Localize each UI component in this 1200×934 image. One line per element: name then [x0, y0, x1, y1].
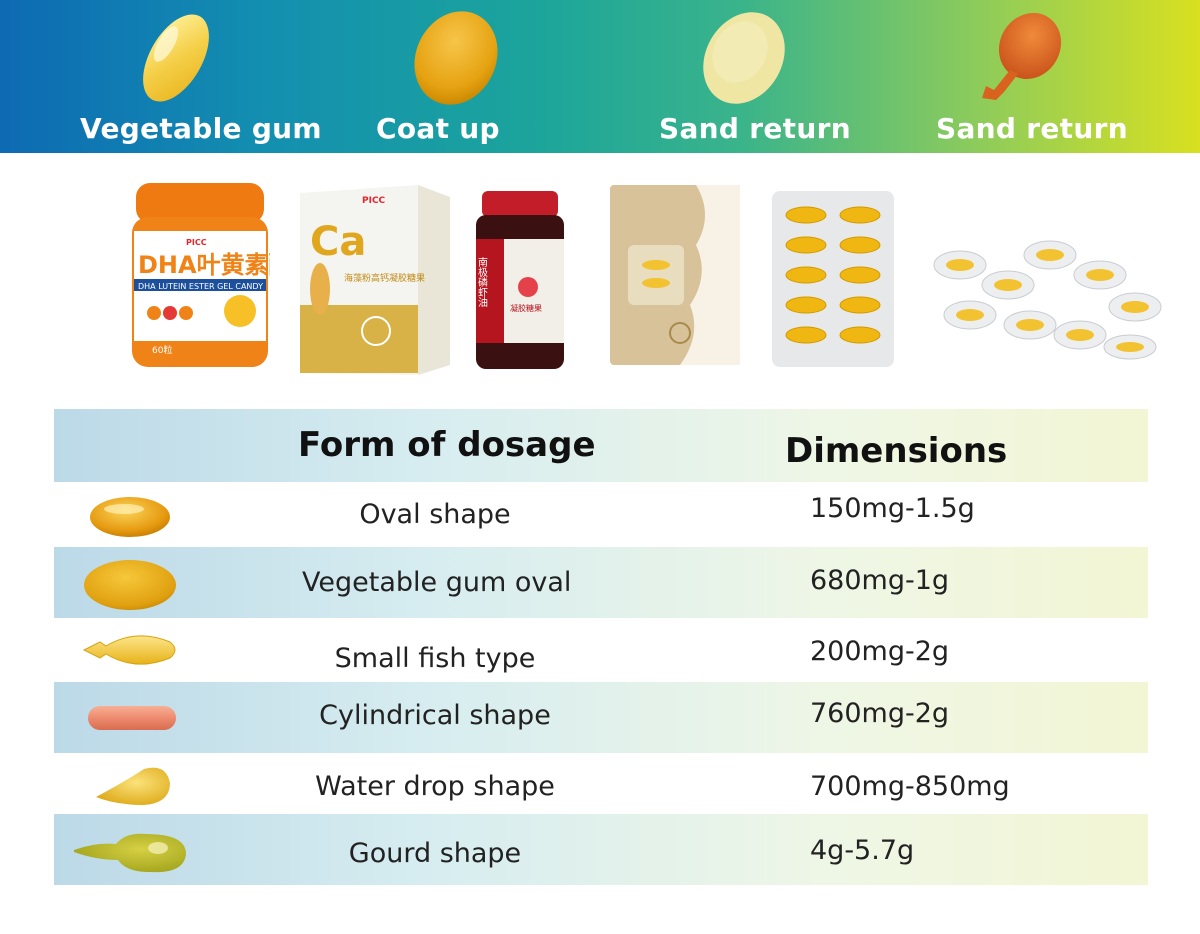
table-row: Oval shape 150mg-1.5g — [54, 482, 1148, 547]
dimensions-cell: 200mg-2g — [810, 636, 950, 667]
product-row: DHA叶黄素酯凝胶糖果 DHA LUTEIN ESTER GEL CANDY P… — [0, 175, 1200, 380]
matte-pale-softgel-icon — [703, 12, 785, 104]
dosage-table: Form of dosage Dimensions Oval shape 150… — [54, 409, 1148, 885]
dha-lutein-jar-image: DHA叶黄素酯凝胶糖果 DHA LUTEIN ESTER GEL CANDY P… — [132, 183, 270, 367]
table-row: Small fish type 200mg-2g — [54, 618, 1148, 682]
svg-text:南极磷虾油: 南极磷虾油 — [476, 256, 488, 307]
amber-oval-softgel-icon — [414, 11, 498, 105]
form-cell: Water drop shape — [315, 771, 555, 802]
capsule-type-coat-up: Coat up — [376, 0, 516, 153]
calcium-box-image: Ca PICC 海藻粉高钙凝胶糖果 — [300, 185, 450, 375]
water-drop-softgel-icon — [96, 767, 170, 805]
top-banner: Vegetable gum Coat up Sand return Sand r… — [0, 0, 1200, 153]
capsule-label: Vegetable gum — [80, 112, 322, 145]
capsule-type-sand-return: Sand return — [659, 0, 851, 153]
dimensions-cell: 4g-5.7g — [810, 835, 915, 866]
table-row: Gourd shape 4g-5.7g — [54, 814, 1148, 885]
dimensions-cell: 150mg-1.5g — [810, 493, 975, 524]
form-cell: Oval shape — [359, 499, 511, 530]
sachet-pack-image — [610, 185, 740, 365]
clear-softgel-icon — [143, 14, 209, 102]
svg-text:DHA LUTEIN ESTER GEL CANDY: DHA LUTEIN ESTER GEL CANDY — [138, 282, 263, 291]
form-cell: Gourd shape — [348, 838, 522, 869]
table-header-row: Form of dosage Dimensions — [54, 409, 1148, 482]
table-row: Water drop shape 700mg-850mg — [54, 753, 1148, 814]
svg-text:海藻粉高钙凝胶糖果: 海藻粉高钙凝胶糖果 — [344, 272, 425, 284]
capsule-label: Sand return — [936, 112, 1128, 145]
header-dimensions: Dimensions — [785, 431, 1008, 471]
svg-text:60粒: 60粒 — [152, 344, 172, 356]
form-cell: Cylindrical shape — [319, 700, 551, 731]
dimensions-cell: 760mg-2g — [810, 698, 950, 729]
capsule-label: Sand return — [659, 112, 851, 145]
header-form-of-dosage: Form of dosage — [298, 425, 596, 465]
vegetable-gum-oval-icon — [84, 560, 176, 610]
svg-text:DHA叶黄素酯凝胶糖果: DHA叶黄素酯凝胶糖果 — [138, 251, 270, 279]
capsule-label: Coat up — [376, 112, 500, 145]
dimensions-cell: 700mg-850mg — [810, 771, 1010, 802]
drumstick-softgel-icon — [982, 12, 1062, 100]
krill-oil-bottle-image: 南极磷虾油 凝胶糖果 — [476, 191, 564, 369]
svg-text:PICC: PICC — [362, 196, 386, 206]
blister-pack-image — [772, 191, 894, 367]
gourd-softgel-icon — [74, 833, 186, 873]
form-cell: Small fish type — [334, 643, 536, 674]
form-cell: Vegetable gum oval — [302, 567, 572, 598]
dimensions-cell: 680mg-1g — [810, 565, 950, 596]
table-row: Cylindrical shape 760mg-2g — [54, 682, 1148, 753]
small-fish-softgel-icon — [82, 635, 176, 665]
capsule-type-vegetable-gum: Vegetable gum — [80, 0, 322, 153]
capsule-type-sand-return-2: Sand return — [936, 0, 1128, 153]
table-row: Vegetable gum oval 680mg-1g — [54, 547, 1148, 618]
svg-text:凝胶糖果: 凝胶糖果 — [510, 303, 542, 313]
oval-softgel-icon — [90, 497, 170, 537]
svg-text:Ca: Ca — [310, 219, 366, 265]
svg-text:PICC: PICC — [186, 238, 207, 247]
loose-blisters-image — [933, 240, 1162, 360]
cylindrical-softgel-icon — [88, 706, 176, 730]
